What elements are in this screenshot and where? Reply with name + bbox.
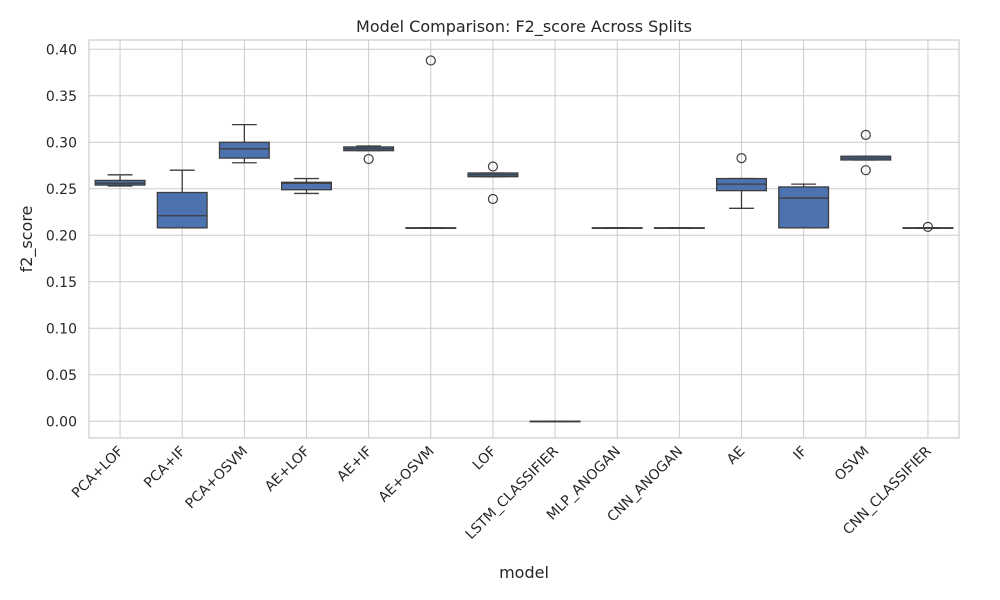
x-tick-label: AE+LOF: [262, 444, 313, 495]
box-group: [156, 169, 208, 229]
x-tick-label: PCA+IF: [141, 444, 189, 492]
x-tick-label: PCA+OSVM: [183, 444, 252, 513]
outlier-point: [425, 55, 436, 66]
box-group: [902, 221, 954, 233]
y-tick-label: 0.05: [46, 368, 77, 384]
box-group: [715, 152, 768, 209]
box-iqr: [778, 186, 830, 229]
x-tick-label: AE+OSVM: [376, 444, 438, 506]
chart-title: Model Comparison: F2_score Across Splits: [356, 17, 692, 37]
box-group: [591, 227, 643, 229]
y-tick-label: 0.30: [46, 135, 77, 151]
y-tick-label: 0.20: [46, 228, 77, 244]
outlier-point: [487, 161, 499, 172]
plot-frame: [88, 39, 960, 439]
box-group: [343, 145, 395, 165]
grid-layer: [89, 40, 959, 438]
box-group: [840, 129, 892, 176]
x-tick-label: PCA+LOF: [69, 444, 127, 502]
box-group: [653, 227, 705, 229]
x-tick-label: AE+IF: [334, 444, 375, 485]
outlier-point: [363, 153, 374, 165]
box-group: [467, 161, 519, 205]
y-tick-label: 0.15: [46, 275, 77, 291]
outlier-point: [860, 129, 871, 140]
outlier-point: [860, 165, 871, 176]
y-tick-label: 0.10: [46, 321, 77, 337]
x-tick-label: IF: [791, 444, 811, 464]
x-tick-label: LOF: [470, 444, 500, 474]
y-tick-label: 0.35: [46, 89, 77, 105]
box-group: [218, 123, 270, 164]
x-axis-title: model: [499, 563, 549, 582]
box-group: [778, 183, 830, 229]
box-group: [94, 174, 146, 187]
y-tick-labels: 0.00 0.05 0.10 0.15 0.20 0.25 0.30 0.35 0.40: [46, 42, 77, 430]
box-group: [529, 420, 581, 423]
y-tick-label: 0.40: [46, 42, 77, 58]
box-layer: [94, 55, 954, 423]
outlier-point: [736, 152, 747, 164]
outlier-point: [922, 221, 934, 233]
box-iqr: [156, 191, 208, 229]
outlier-point: [487, 193, 499, 205]
y-tick-label: 0.25: [46, 182, 77, 198]
y-axis-title: f2_score: [17, 206, 37, 273]
box-iqr: [280, 181, 333, 191]
y-tick-label: 0.00: [46, 414, 77, 430]
x-tick-label: AE: [724, 444, 748, 468]
box-group: [280, 177, 333, 195]
x-tick-label: OSVM: [832, 444, 873, 485]
box-group: [405, 55, 457, 229]
box-iqr: [218, 141, 270, 159]
